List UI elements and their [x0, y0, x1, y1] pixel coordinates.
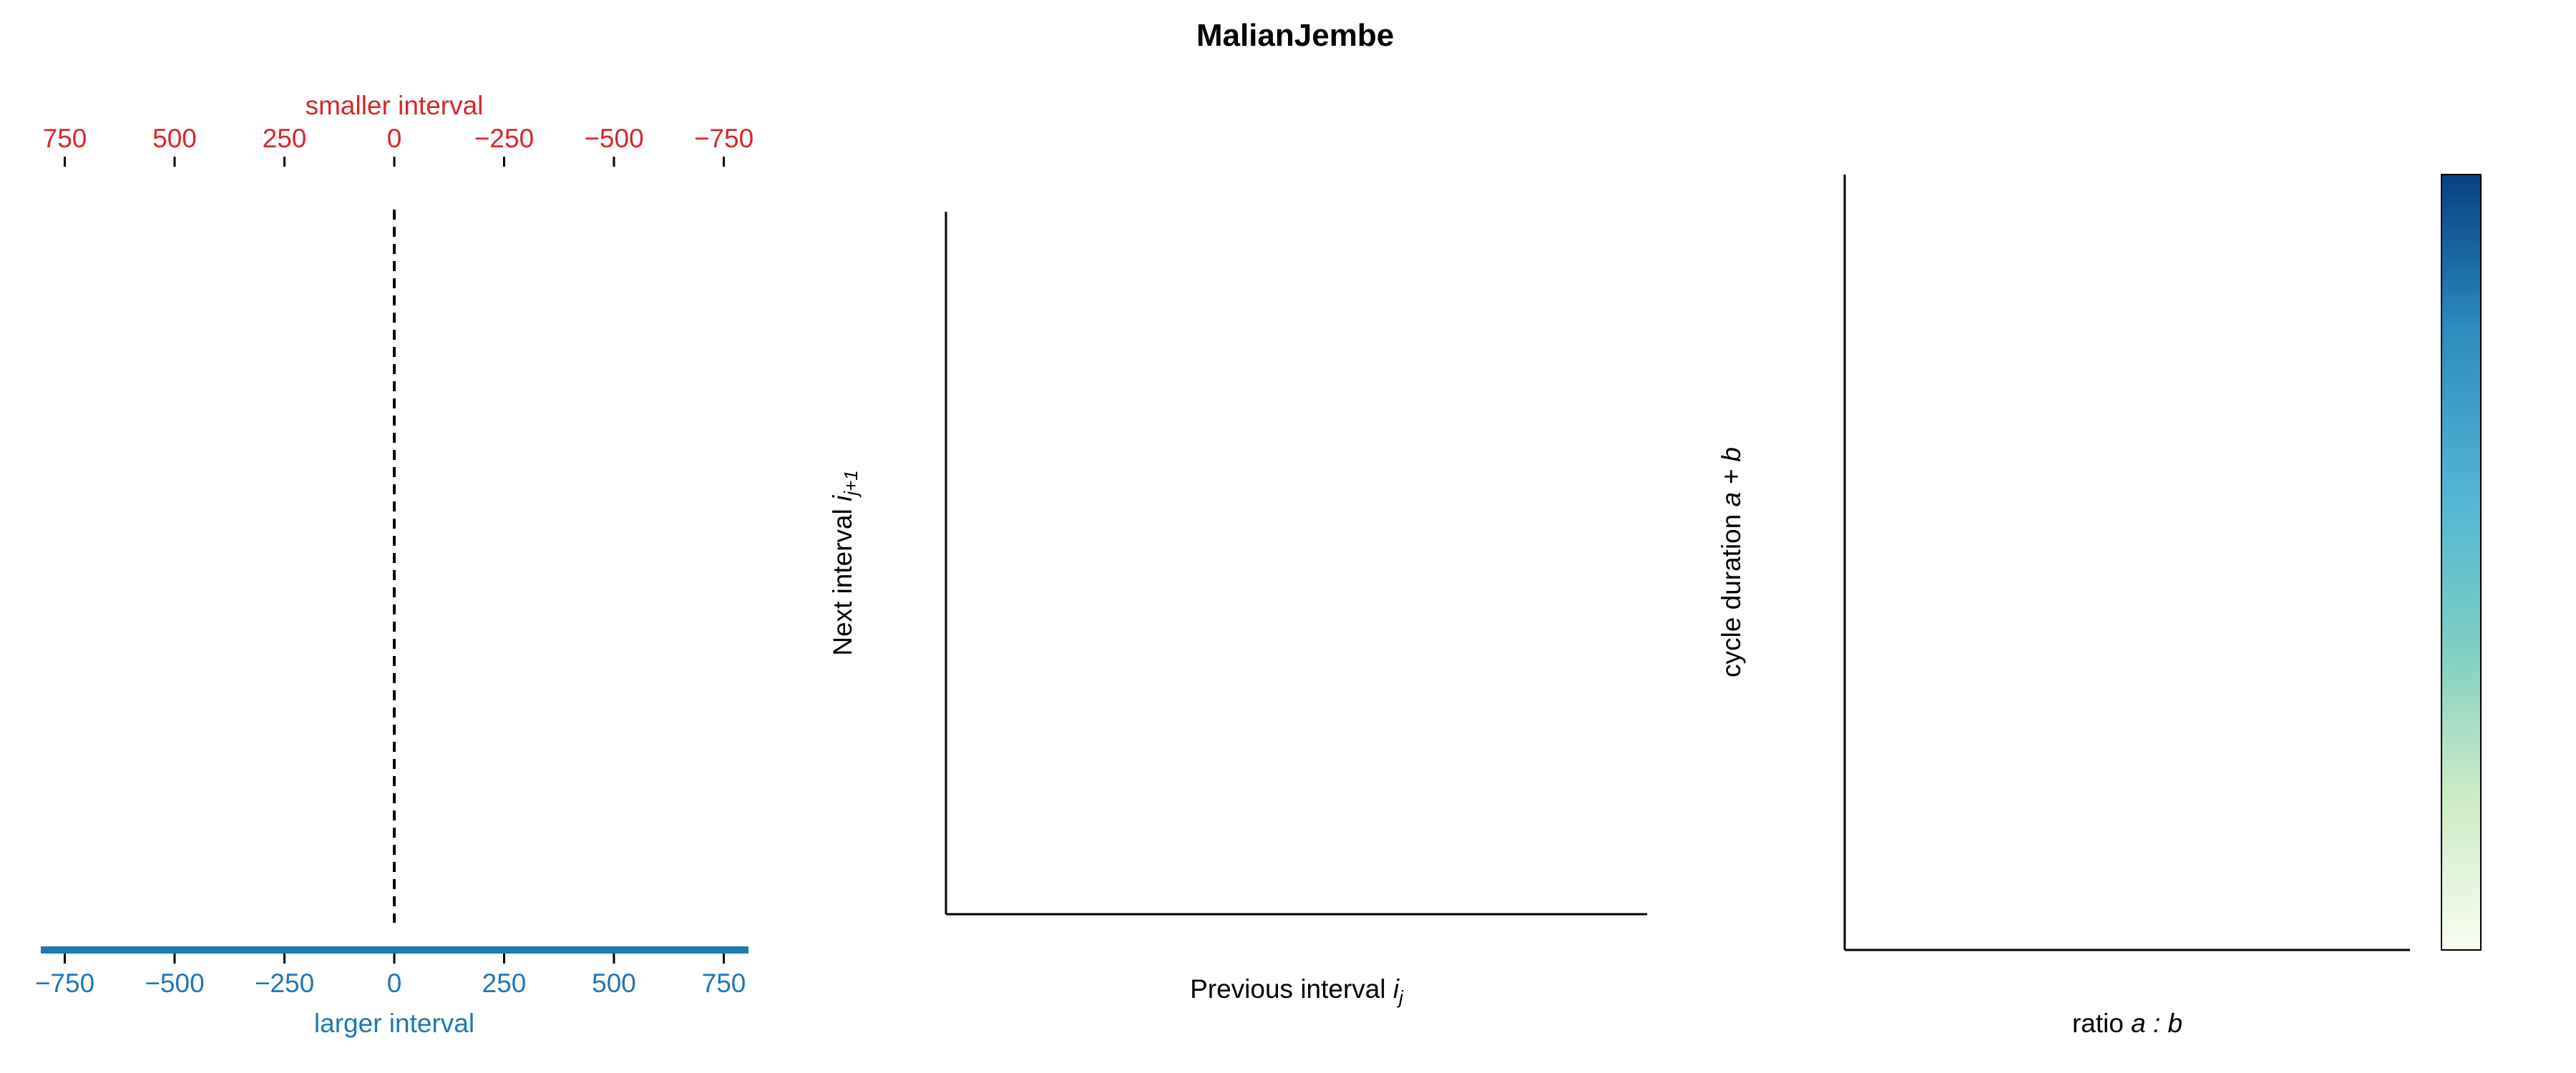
bottom-tick-label: −250 [255, 969, 314, 998]
asymmetry-panel: 750 500 250 0 −250 −500 −750 −750 −500 −250 0 250 5… [35, 91, 753, 1038]
x-axis-label: Previous interval ij [1190, 974, 1404, 1008]
bottom-tick-label: 750 [702, 969, 746, 998]
bottom-tick-label: 250 [482, 969, 527, 998]
bottom-tick-label: −500 [145, 969, 204, 998]
figure-title: MalianJembe [1196, 18, 1394, 53]
y-axis-label: Next interval ij+1 [828, 470, 862, 656]
top-tick-label: 0 [387, 124, 402, 153]
bottom-tick-label: 500 [592, 969, 636, 998]
top-tick-label: 250 [263, 124, 307, 153]
top-tick-label: 750 [43, 124, 87, 153]
return-map-panel: Previous interval ij Next interval ij+1 [828, 212, 1647, 1008]
bottom-tick-label: −750 [35, 969, 94, 998]
top-tick-label: −250 [474, 124, 534, 153]
bottom-axis-label: larger interval [314, 1009, 474, 1038]
y-axis-label: cycle duration a + b [1717, 447, 1746, 677]
x-axis-label: ratio a : b [2072, 1009, 2182, 1038]
bottom-axis-ticks: −750 −500 −250 0 250 500 750 [35, 954, 746, 998]
bottom-tick-label: 0 [387, 969, 402, 998]
top-tick-label: 500 [152, 124, 197, 153]
top-axis-label: smaller interval [306, 91, 484, 120]
ratio-cycle-panel: ratio a : b cycle duration a + b [1717, 174, 2482, 1038]
top-tick-label: −500 [584, 124, 643, 153]
top-tick-label: −750 [694, 124, 753, 153]
top-axis-ticks: 750 500 250 0 −250 −500 −750 [43, 124, 753, 167]
colorbar [2441, 174, 2482, 951]
